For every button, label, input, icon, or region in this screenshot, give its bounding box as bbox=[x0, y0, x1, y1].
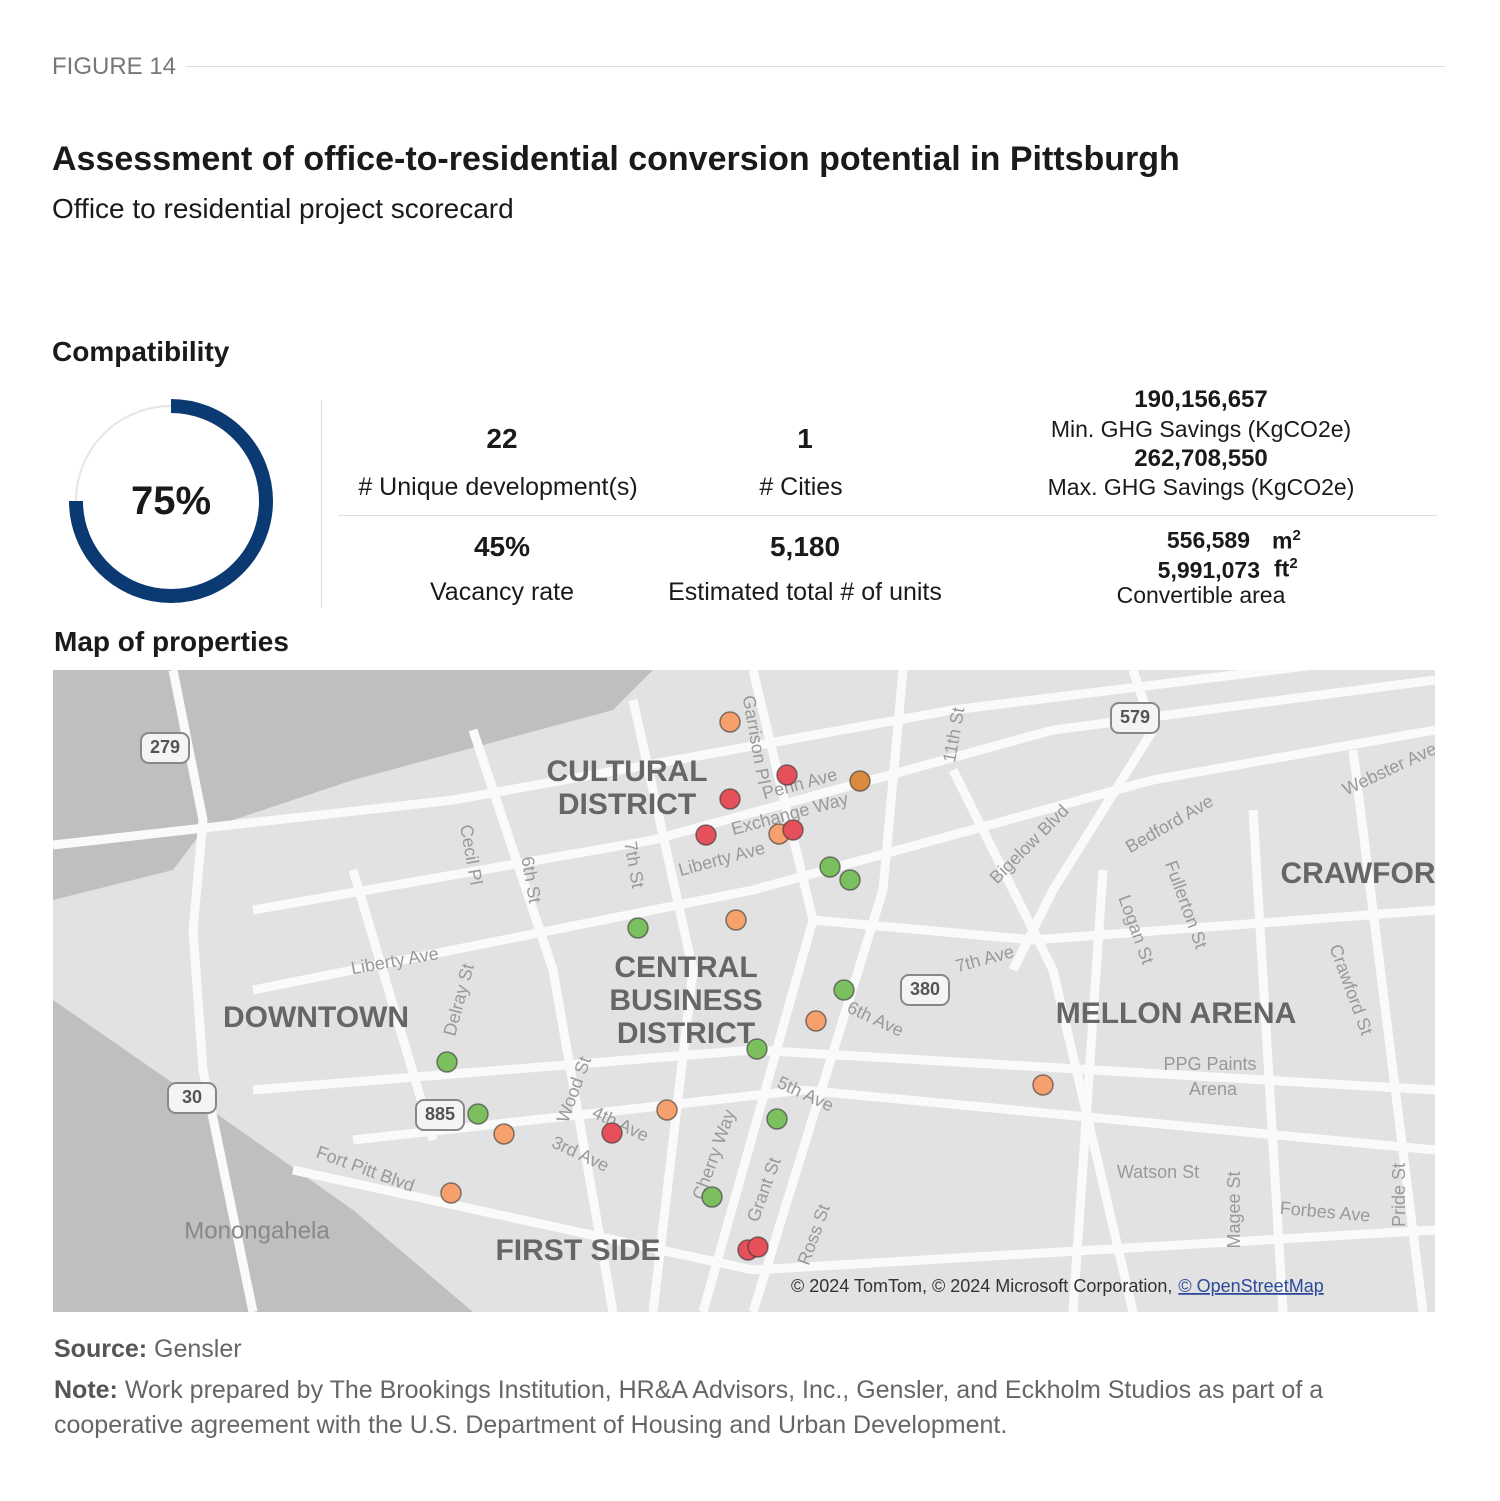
highway-shield bbox=[415, 1099, 465, 1131]
metric-label: Vacancy rate bbox=[429, 578, 575, 606]
area-value: 5,991,073 bbox=[1157, 557, 1260, 583]
area-unit: m2 bbox=[1272, 527, 1301, 555]
map-label: CENTRAL bbox=[614, 951, 757, 984]
property-marker bbox=[695, 824, 717, 846]
map-label: CULTURAL bbox=[546, 755, 707, 788]
property-marker bbox=[719, 711, 741, 733]
property-marker bbox=[766, 1108, 788, 1130]
property-marker bbox=[493, 1123, 515, 1145]
highway-label: 380 bbox=[910, 979, 940, 999]
metric-label: Estimated total # of units bbox=[668, 578, 942, 606]
property-marker bbox=[819, 856, 841, 878]
note-label: Note: bbox=[54, 1376, 118, 1404]
divider bbox=[321, 400, 322, 608]
rule bbox=[186, 66, 1445, 67]
gauge-label: 75% bbox=[131, 479, 211, 523]
section-heading: Map of properties bbox=[54, 626, 289, 657]
highway-shield bbox=[1110, 702, 1160, 734]
property-marker bbox=[436, 1051, 458, 1073]
donut: 75% bbox=[69, 399, 273, 603]
note-text: Work prepared by The Brookings Instituti… bbox=[54, 1376, 1324, 1439]
metric-value: 22 bbox=[486, 423, 518, 454]
property-marker bbox=[725, 909, 747, 931]
map-label: PPG Paints bbox=[1163, 1054, 1256, 1074]
property-marker bbox=[849, 770, 871, 792]
ghg-value: 262,708,550 bbox=[1134, 445, 1268, 472]
map-label: MELLON ARENA bbox=[1056, 997, 1297, 1030]
highway-label: 885 bbox=[425, 1104, 455, 1124]
area-value: 556,589 bbox=[1166, 527, 1250, 553]
property-marker bbox=[719, 788, 741, 810]
highway-label: 579 bbox=[1120, 707, 1150, 727]
title: Assessment of office-to-residential conv… bbox=[52, 140, 1180, 178]
metric-label: # Unique development(s) bbox=[358, 473, 638, 501]
property-marker bbox=[746, 1038, 768, 1060]
map: CULTURALDISTRICTCENTRALBUSINESSDISTRICTD… bbox=[53, 670, 1435, 1312]
map-label: Magee St bbox=[1224, 1171, 1244, 1248]
attribution-text: © 2024 TomTom, © 2024 Microsoft Corporat… bbox=[791, 1276, 1172, 1296]
map-attribution: © 2024 TomTom, © 2024 Microsoft Corporat… bbox=[791, 1276, 1324, 1296]
property-marker bbox=[440, 1182, 462, 1204]
metric-label: # Cities bbox=[759, 473, 843, 501]
map-label: DISTRICT bbox=[617, 1017, 755, 1050]
highway-shield bbox=[167, 1082, 217, 1114]
property-marker bbox=[805, 1010, 827, 1032]
area-unit: ft2 bbox=[1274, 555, 1298, 583]
unit: m bbox=[1272, 527, 1293, 554]
exponent: 2 bbox=[1292, 527, 1301, 544]
property-marker bbox=[1032, 1074, 1054, 1096]
divider bbox=[338, 515, 1437, 516]
highway-label: 30 bbox=[182, 1087, 202, 1107]
attribution-link[interactable]: © OpenStreetMap bbox=[1178, 1276, 1323, 1296]
property-marker bbox=[833, 979, 855, 1001]
metric-value: 45% bbox=[473, 531, 531, 562]
metric-value: 1 bbox=[797, 423, 813, 454]
property-marker bbox=[782, 819, 804, 841]
map-label: DOWNTOWN bbox=[223, 1001, 409, 1034]
section-heading: Compatibility bbox=[52, 336, 230, 367]
property-marker bbox=[747, 1236, 769, 1258]
highway-shield bbox=[140, 732, 190, 764]
note: Note: Work prepared by The Brookings Ins… bbox=[54, 1373, 1454, 1443]
map-label: DISTRICT bbox=[558, 788, 696, 821]
ghg-value: 190,156,657 bbox=[1134, 386, 1268, 413]
property-marker bbox=[839, 869, 861, 891]
figure-label: FIGURE 14 bbox=[52, 53, 177, 80]
source-label: Source: bbox=[54, 1335, 148, 1363]
river bbox=[53, 670, 653, 900]
area-label: Convertible area bbox=[1116, 582, 1286, 608]
river bbox=[53, 1000, 473, 1312]
map-label: FIRST SIDE bbox=[495, 1234, 660, 1267]
highway-label: 279 bbox=[150, 737, 180, 757]
map-label: Monongahela bbox=[184, 1217, 330, 1244]
property-marker bbox=[467, 1103, 489, 1125]
map-label: Pride St bbox=[1389, 1163, 1409, 1227]
source: Source: Gensler bbox=[54, 1335, 242, 1364]
source-text: Gensler bbox=[154, 1335, 242, 1363]
gauge-arc bbox=[69, 399, 273, 603]
property-marker bbox=[601, 1122, 623, 1144]
map-label: Watson St bbox=[1117, 1162, 1199, 1182]
property-marker bbox=[776, 764, 798, 786]
map-label: Arena bbox=[1189, 1079, 1238, 1099]
map-label: CRAWFOR bbox=[1281, 857, 1435, 890]
highway-shield bbox=[900, 974, 950, 1006]
metric-value: 5,180 bbox=[769, 531, 841, 562]
property-marker bbox=[627, 917, 649, 939]
unit: ft bbox=[1274, 555, 1290, 582]
property-marker bbox=[701, 1186, 723, 1208]
subtitle: Office to residential project scorecard bbox=[52, 193, 514, 224]
map-label: BUSINESS bbox=[609, 984, 762, 1017]
ghg-label: Max. GHG Savings (KgCO2e) bbox=[1047, 474, 1355, 500]
property-marker bbox=[656, 1099, 678, 1121]
ghg-label: Min. GHG Savings (KgCO2e) bbox=[1050, 416, 1352, 442]
exponent: 2 bbox=[1289, 555, 1298, 572]
